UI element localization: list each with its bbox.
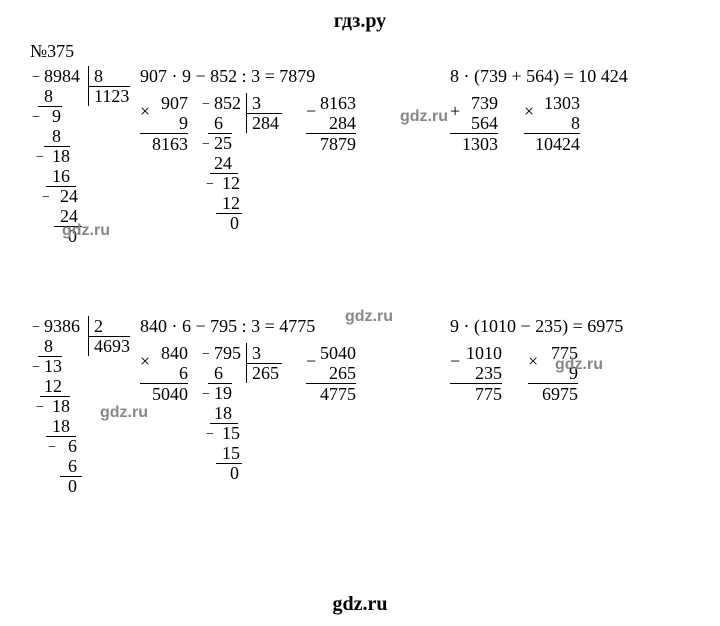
ldiv-step: 0 <box>230 463 239 483</box>
mul-a: 840 <box>161 343 188 363</box>
ldiv-step: 9 <box>52 106 61 126</box>
mul-r: 10424 <box>535 134 580 154</box>
add-r: 1303 <box>462 134 498 154</box>
ldiv-quotient: 4693 <box>94 336 130 356</box>
ldiv-step: 8 <box>44 336 53 356</box>
problem-number: №375 <box>30 41 690 62</box>
ldiv-dividend: 795 <box>214 343 241 363</box>
equation-2: 8 · (739 + 564) = 10 424 <box>450 66 680 87</box>
ldiv-dividend: 8984 <box>44 66 80 86</box>
mul-r: 5040 <box>152 384 188 404</box>
ldiv-divisor: 2 <box>94 316 103 336</box>
ldiv-step: 8 <box>52 126 61 146</box>
group-eq2: 8 · (739 + 564) = 10 424 + 739 564 1303 … <box>450 66 680 296</box>
ldiv-step: 18 <box>52 416 70 436</box>
ldiv-step: 15 <box>222 443 240 463</box>
longdiv-9386-2: − 9386 2 4693 8 − 13 12 − 18 18 − 6 6 0 <box>30 316 140 536</box>
ldiv-step: 18 <box>52 396 70 416</box>
mul-a: 907 <box>161 93 188 113</box>
ldiv-step: 12 <box>222 193 240 213</box>
add-b: 564 <box>471 113 498 133</box>
sub-5040-265: − 5040 265 4775 <box>306 343 356 503</box>
ldiv-quotient: 284 <box>252 113 279 133</box>
mul-840-6: × 840 6 5040 <box>140 343 188 503</box>
ldiv-step: 24 <box>214 153 232 173</box>
mul-b: 6 <box>179 363 188 383</box>
add-739-564: + 739 564 1303 <box>450 93 498 154</box>
row-2: − 9386 2 4693 8 − 13 12 − 18 18 − 6 6 0 … <box>30 316 690 546</box>
sub-b: 265 <box>329 363 356 383</box>
sub-b: 235 <box>475 363 502 383</box>
mul-r: 8163 <box>152 134 188 154</box>
watermark: gdz.ru <box>100 404 148 422</box>
ldiv-step: 18 <box>52 146 70 166</box>
ldiv-step: 24 <box>60 186 78 206</box>
longdiv-8984-8: − 8984 8 1123 8 − 9 8 − 18 16 − 24 24 0 <box>30 66 140 286</box>
ldiv-divisor: 3 <box>252 93 261 113</box>
add-a: 739 <box>471 93 498 113</box>
ldiv-step: 15 <box>222 423 240 443</box>
ldiv-step: 0 <box>68 476 77 496</box>
row-1: − 8984 8 1123 8 − 9 8 − 18 16 − 24 24 0 … <box>30 66 690 296</box>
equation-1: 907 · 9 − 852 : 3 = 7879 <box>140 66 420 87</box>
ldiv-quotient: 265 <box>252 363 279 383</box>
group-eq3: 840 · 6 − 795 : 3 = 4775 × 840 6 5040 − … <box>140 316 420 546</box>
watermark: gdz.ru <box>555 356 603 374</box>
watermark: gdz.ru <box>400 108 448 126</box>
watermark: gdz.ru <box>62 222 110 240</box>
ldiv-dividend: 852 <box>214 93 241 113</box>
group-eq1: 907 · 9 − 852 : 3 = 7879 × 907 9 8163 − … <box>140 66 420 296</box>
ldiv-step: 6 <box>68 456 77 476</box>
ldiv-step: 25 <box>214 133 232 153</box>
ldiv-step: 19 <box>214 383 232 403</box>
sub-r: 775 <box>475 384 502 404</box>
mul-a: 1303 <box>544 93 580 113</box>
watermark: gdz.ru <box>345 308 393 326</box>
ldiv-step: 8 <box>44 86 53 106</box>
sub-r: 7879 <box>320 134 356 154</box>
ldiv-step: 6 <box>68 436 77 456</box>
ldiv-dividend: 9386 <box>44 316 80 336</box>
ldiv-divisor: 3 <box>252 343 261 363</box>
mul-r: 6975 <box>542 384 578 404</box>
ldiv-step: 16 <box>52 166 70 186</box>
ldiv-step: 6 <box>214 363 223 383</box>
longdiv-852-3: − 852 3 284 6 − 25 24 − 12 12 0 <box>202 93 292 253</box>
ldiv-step: 6 <box>214 113 223 133</box>
sub-a: 1010 <box>466 343 502 363</box>
mul-1303-8: × 1303 8 10424 <box>524 93 580 154</box>
ldiv-step: 18 <box>214 403 232 423</box>
mul-b: 9 <box>179 113 188 133</box>
ldiv-step: 12 <box>222 173 240 193</box>
sub-8163-284: − 8163 284 7879 <box>306 93 356 253</box>
ldiv-divisor: 8 <box>94 66 103 86</box>
ldiv-step: 13 <box>44 356 62 376</box>
group-eq4: 9 · (1010 − 235) = 6975 − 1010 235 775 ×… <box>450 316 680 546</box>
site-logo: гдз.ру <box>30 10 690 33</box>
ldiv-step: 12 <box>44 376 62 396</box>
footer-logo: gdz.ru <box>0 593 720 616</box>
sub-r: 4775 <box>320 384 356 404</box>
sub-a: 8163 <box>320 93 356 113</box>
sub-1010-235: − 1010 235 775 <box>450 343 502 404</box>
mul-907-9: × 907 9 8163 <box>140 93 188 253</box>
longdiv-795-3: − 795 3 265 6 − 19 18 − 15 15 0 <box>202 343 292 503</box>
ldiv-step: 0 <box>230 213 239 233</box>
mul-b: 8 <box>571 113 580 133</box>
sub-b: 284 <box>329 113 356 133</box>
ldiv-quotient: 1123 <box>94 86 129 106</box>
sub-a: 5040 <box>320 343 356 363</box>
equation-4: 9 · (1010 − 235) = 6975 <box>450 316 680 337</box>
